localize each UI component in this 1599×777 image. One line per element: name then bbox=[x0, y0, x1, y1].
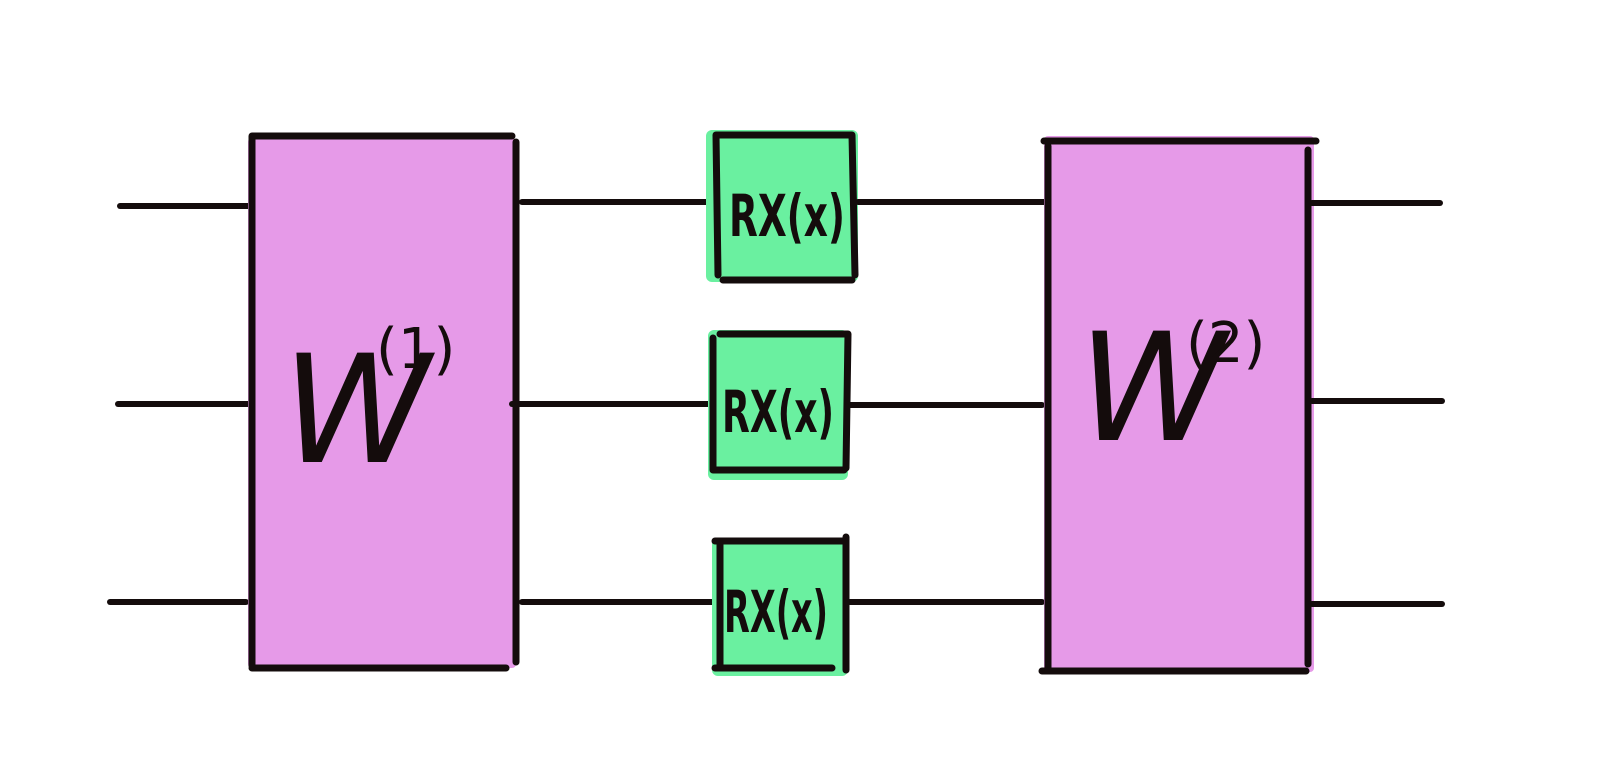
w2-superscript: (2) bbox=[1186, 311, 1265, 376]
rx-gate-2-fill bbox=[708, 330, 848, 480]
rx-gate-2: RX(x) bbox=[708, 330, 852, 480]
rx-gate-3: RX(x) bbox=[711, 533, 850, 676]
rx-gate-1-label: RX(x) bbox=[729, 182, 845, 250]
rx-gate-3-label: RX(x) bbox=[724, 578, 828, 646]
rx-gate-2-outline bbox=[709, 330, 852, 474]
w2-block: W (2) bbox=[1038, 136, 1320, 675]
w1-fill bbox=[248, 138, 516, 668]
rx-gate-1-outline bbox=[712, 131, 859, 284]
input-wires bbox=[107, 203, 251, 605]
w2-base-label: W bbox=[1078, 302, 1231, 476]
w1-superscript: (1) bbox=[376, 317, 455, 382]
w1-outline bbox=[248, 132, 520, 672]
w1-block: W (1) bbox=[248, 132, 520, 672]
w1-base-label: W bbox=[282, 324, 435, 498]
rx-gate-1: RX(x) bbox=[706, 130, 859, 284]
rx-gate-2-label: RX(x) bbox=[722, 378, 834, 446]
w2-fill bbox=[1044, 136, 1314, 672]
rx-gate-3-fill bbox=[712, 538, 848, 676]
w2-outline bbox=[1038, 137, 1320, 675]
middle-left-wires bbox=[509, 199, 719, 605]
output-wires bbox=[1309, 200, 1445, 607]
rx-gate-3-outline bbox=[711, 533, 850, 674]
middle-right-wires bbox=[845, 199, 1049, 605]
rx-gate-1-fill bbox=[706, 130, 858, 282]
